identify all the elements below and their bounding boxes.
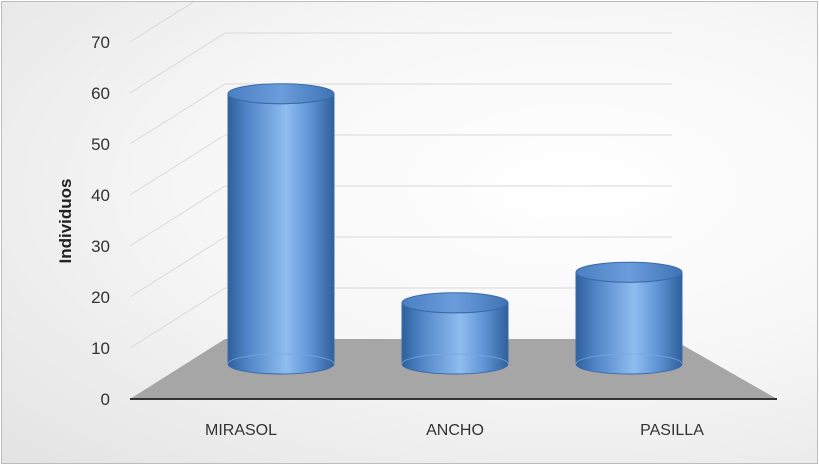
y-tick-label: 60 [91,84,110,103]
y-tick-label: 30 [91,237,110,256]
bars [227,83,683,375]
y-tick-label: 70 [91,33,110,52]
x-category-label: PASILLA [640,422,704,439]
bar-base-rim [227,353,335,365]
labels: 0 10 20 30 40 50 60 70 MIRASOL ANCHO PASILLA [91,33,704,439]
x-category-label: ANCHO [426,422,484,439]
bar-body [401,302,509,375]
bar-pasilla [575,261,683,375]
gridline-side [129,236,226,298]
gridline-side [129,287,226,349]
y-tick-label: 50 [91,135,110,154]
bar-ancho [401,292,509,375]
gridline-side [129,83,226,145]
y-tick-label: 20 [91,288,110,307]
bar-body [575,272,683,375]
gridline-side [129,185,226,247]
bar-top [227,83,335,105]
bar-base-rim [401,353,509,365]
y-tick-label: 40 [91,186,110,205]
y-axis-title: Individuos [56,179,75,264]
bar-base-rim [575,353,683,365]
y-tick-label: 0 [101,390,110,409]
bar-body [227,93,335,375]
gridline-side [129,134,226,196]
gridline-side [129,32,226,94]
bar-top [401,292,509,314]
x-category-label: MIRASOL [205,422,277,439]
bar-top [575,261,683,283]
gridline-side [129,2,195,43]
y-tick-label: 10 [91,339,110,358]
bar-mirasol [227,83,335,375]
